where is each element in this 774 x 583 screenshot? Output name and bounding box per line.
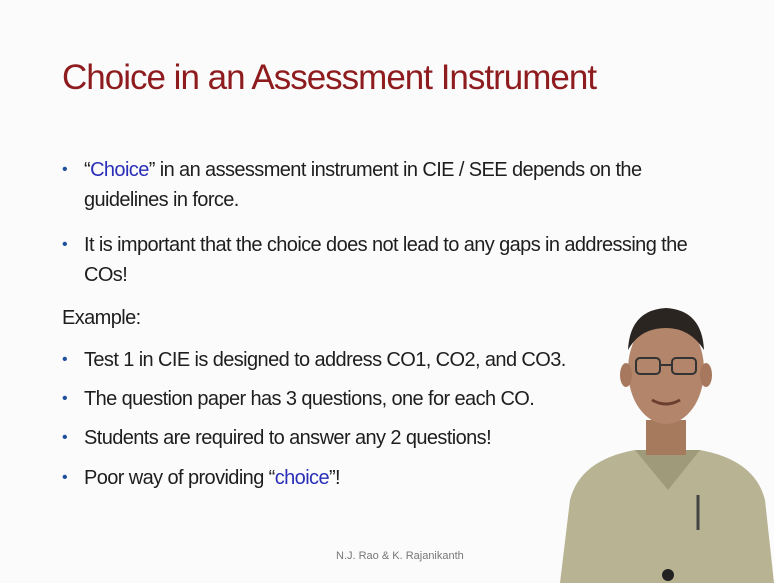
emphasized-text: choice [275, 467, 329, 489]
text-segment: Test 1 in CIE is designed to address CO1… [84, 349, 566, 371]
text-segment: ” in an assessment instrument in CIE / S… [84, 159, 641, 211]
example-label: Example: [62, 307, 141, 330]
bullet-dot: • [62, 384, 67, 414]
text-segment: Students are required to answer any 2 qu… [84, 427, 491, 449]
slide-footer: N.J. Rao & K. Rajanikanth [336, 550, 464, 562]
bullet-item: • “Choice” in an assessment instrument in… [62, 155, 722, 215]
text-segment: It is important that the choice does not… [84, 234, 687, 286]
bullet-dot: • [62, 423, 67, 453]
bullet-dot: • [62, 345, 67, 375]
slide-title: Choice in an Assessment Instrument [62, 58, 596, 98]
bullet-text: It is important that the choice does not… [84, 230, 722, 290]
text-segment: The question paper has 3 questions, one … [84, 388, 534, 410]
bullet-dot: • [62, 463, 67, 493]
text-segment: Poor way of providing “ [84, 467, 275, 489]
bullet-text: “Choice” in an assessment instrument in … [84, 155, 722, 215]
bullet-dot: • [62, 155, 67, 185]
presenter [540, 290, 774, 583]
slide: Choice in an Assessment Instrument • “Cho… [0, 0, 774, 583]
bullet-item: • It is important that the choice does no… [62, 230, 722, 290]
text-segment: ”! [329, 467, 340, 489]
emphasized-text: Choice [90, 159, 149, 181]
bullet-dot: • [62, 230, 67, 260]
